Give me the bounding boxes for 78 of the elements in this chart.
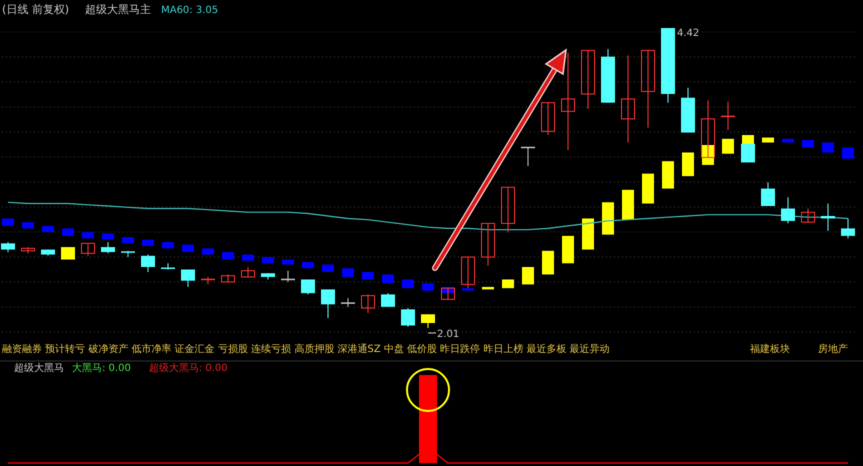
candlestick (621, 54, 635, 144)
bar (762, 138, 774, 143)
text: 房地产 (818, 343, 848, 355)
bar (122, 237, 134, 244)
bar (642, 174, 654, 204)
candlestick (421, 314, 435, 328)
bar (662, 161, 674, 189)
bar (422, 283, 434, 291)
bar (622, 190, 634, 220)
chart-subtitle: 超级大黑马主 (85, 3, 152, 16)
candlestick (561, 52, 575, 150)
candlestick (61, 246, 75, 260)
candlestick (761, 182, 775, 207)
text: 福建板块 (750, 343, 790, 355)
candlestick (841, 218, 855, 239)
bar (342, 268, 354, 277)
candlestick (81, 242, 95, 256)
bar (22, 222, 34, 228)
bar (222, 252, 234, 260)
bar (602, 202, 614, 235)
bar (402, 279, 414, 288)
bar (62, 228, 74, 236)
candlestick (461, 256, 475, 289)
bar (702, 145, 714, 165)
candlestick (821, 203, 835, 232)
bar (482, 286, 494, 290)
bar (322, 264, 334, 272)
candlestick (541, 102, 555, 136)
text: 超级大黑马: 0.00 (148, 362, 228, 374)
bar (42, 226, 54, 232)
bar (282, 260, 294, 265)
candlestick (581, 50, 595, 110)
bar (582, 218, 594, 250)
bar (462, 288, 474, 291)
candlestick (781, 196, 795, 224)
bar (502, 279, 514, 288)
candlestick (401, 308, 415, 328)
bar (562, 236, 574, 264)
bar (262, 257, 274, 264)
bar (142, 240, 154, 246)
bar (802, 140, 814, 148)
candlestick (801, 208, 815, 223)
bar (382, 274, 394, 284)
bar (82, 232, 94, 238)
candlestick (501, 186, 515, 233)
chart-title: (日线 前复权) (2, 3, 70, 16)
text: 2.01 (437, 329, 460, 340)
candlestick (641, 50, 655, 128)
bar (302, 262, 314, 268)
bar (822, 142, 834, 152)
bar (842, 148, 854, 159)
bar (202, 248, 214, 255)
annotation: 4.42 (677, 28, 700, 39)
candlestick (141, 254, 155, 272)
chart-title: 超级大黑马 (14, 362, 64, 374)
bar (542, 250, 554, 274)
candlestick (241, 266, 255, 278)
bar (362, 272, 374, 280)
text: 融资融券 预计转亏 破净资产 低市净率 证金汇金 亏损股 连续亏损 高质押股 深港通SZ 中盘 低价股 昨日跌停 昨日上榜 最近多板 最近异动 (2, 343, 610, 355)
text: 大黑马: 0.00 (72, 362, 131, 374)
candlestick (321, 288, 335, 319)
bar (162, 242, 174, 248)
bar (182, 244, 194, 252)
candlestick (301, 278, 315, 295)
candlestick (361, 294, 375, 314)
candlestick (481, 222, 495, 266)
candlestick (101, 242, 115, 254)
bar (242, 254, 254, 261)
candlestick (1, 242, 15, 253)
candlestick (181, 268, 195, 288)
bar (522, 267, 534, 284)
bar (102, 233, 114, 240)
bar (722, 138, 734, 154)
bar (782, 138, 794, 143)
text: MA60: 3.05 (161, 5, 218, 16)
candlestick (381, 292, 395, 308)
bar (682, 152, 694, 176)
bar (2, 218, 14, 226)
